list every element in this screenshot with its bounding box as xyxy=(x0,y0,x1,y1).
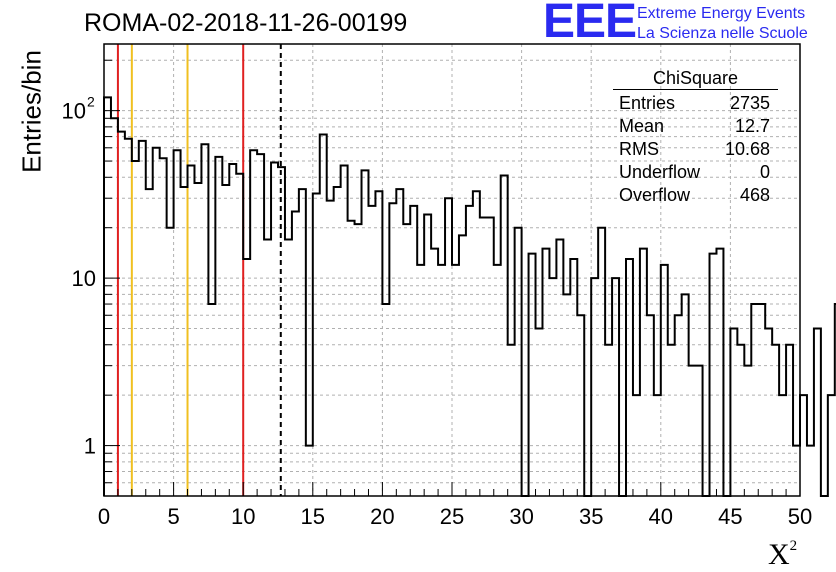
stats-value: 2735 xyxy=(730,92,770,115)
stats-label: RMS xyxy=(619,138,659,161)
x-tick-label: 50 xyxy=(788,504,812,529)
logo-line-2: La Scienza nelle Scuole xyxy=(637,25,808,43)
y-tick-exponent: 2 xyxy=(87,94,95,110)
x-tick-label: 40 xyxy=(649,504,673,529)
x-tick-label: 35 xyxy=(579,504,603,529)
stats-row: Mean 12.7 xyxy=(613,115,778,138)
stats-box: ChiSquare Entries 2735 Mean 12.7 RMS 10.… xyxy=(613,67,778,207)
eee-logo: EEE Extreme Energy Events La Scienza nel… xyxy=(543,2,831,46)
eee-logo-mark: EEE xyxy=(543,0,636,49)
x-tick-label: 20 xyxy=(370,504,394,529)
x-tick-label: 30 xyxy=(509,504,533,529)
stats-row: Overflow 468 xyxy=(613,184,778,207)
y-axis-label: Entries/bin xyxy=(17,42,48,182)
stats-value: 0 xyxy=(760,161,770,184)
logo-line-1: Extreme Energy Events xyxy=(637,5,805,23)
x-tick-label: 15 xyxy=(301,504,325,529)
x-tick-label: 5 xyxy=(167,504,179,529)
stats-value: 10.68 xyxy=(725,138,770,161)
stats-label: Overflow xyxy=(619,184,690,207)
stats-row: RMS 10.68 xyxy=(613,138,778,161)
x-tick-label: 0 xyxy=(98,504,110,529)
stats-label: Entries xyxy=(619,92,675,115)
y-tick-label: 1 xyxy=(84,434,96,459)
x-axis-label: X2 xyxy=(768,538,797,572)
stats-title: ChiSquare xyxy=(613,67,778,90)
stats-value: 468 xyxy=(740,184,770,207)
stats-row: Underflow 0 xyxy=(613,161,778,184)
reference-lines xyxy=(118,44,281,496)
stats-label: Mean xyxy=(619,115,664,138)
stats-value: 12.7 xyxy=(735,115,770,138)
x-tick-label: 45 xyxy=(718,504,742,529)
y-tick-label: 10 xyxy=(72,266,96,291)
y-tick-label: 10 xyxy=(62,99,86,124)
stats-row: Entries 2735 xyxy=(613,92,778,115)
x-tick-label: 25 xyxy=(440,504,464,529)
run-title: ROMA-02-2018-11-26-00199 xyxy=(84,9,407,38)
x-tick-label: 10 xyxy=(231,504,255,529)
stats-label: Underflow xyxy=(619,161,700,184)
